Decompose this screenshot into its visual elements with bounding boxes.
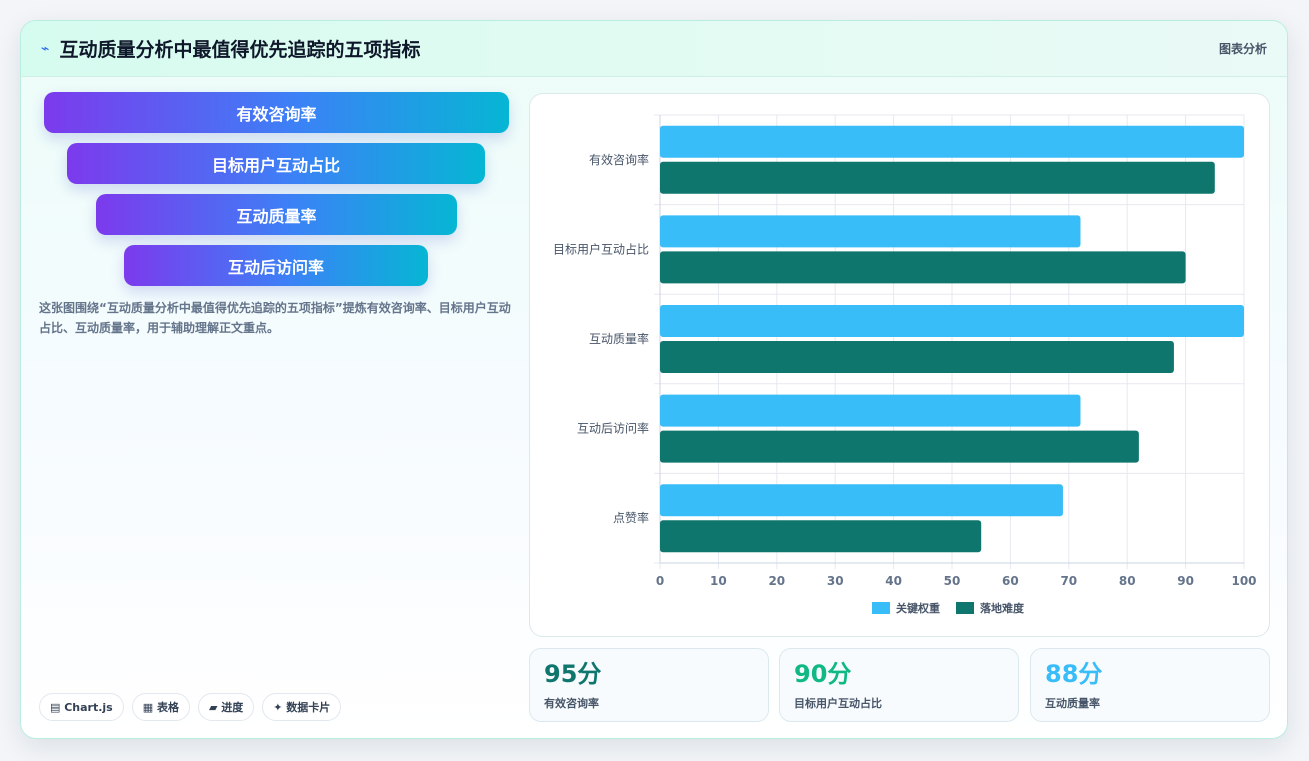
x-tick-label: 80 [1119,574,1136,588]
funnel-item: 互动质量率 [96,194,457,235]
x-tick-label: 0 [656,574,664,588]
y-tick-label: 互动后访问率 [577,421,649,436]
bar-chart: 0 10 20 30 40 50 60 70 80 90 100 有效咨询率目标用户互动占比互动质量率… [553,114,1257,615]
kpi-label: 互动质量率 [1045,697,1100,710]
chip-table[interactable]: ▦ 表格 [131,693,190,721]
kpi-label: 目标用户互动占比 [794,697,882,710]
kpi-value: 90分 [794,660,852,688]
bar [660,394,1081,427]
bar [660,520,982,553]
y-tick-label: 目标用户互动占比 [553,241,649,256]
x-tick-label: 20 [768,574,785,588]
bar [660,215,1081,248]
chip-progress[interactable]: ▰ 进度 [197,693,255,721]
kpi-label: 有效咨询率 [544,697,599,710]
legend-swatch [956,602,974,614]
chart-line-icon: ⌁ [41,40,50,57]
bar [660,125,1244,158]
kpi-value: 88分 [1045,660,1103,688]
y-tick-label: 有效咨询率 [589,152,649,167]
chart-panel: 0 10 20 30 40 50 60 70 80 90 100 有效咨询率目标用户互动占比互动质量率… [529,93,1270,637]
kpi-card: 90分 目标用户互动占比 [779,648,1019,722]
chip-chartjs[interactable]: ▤ Chart.js [39,693,124,721]
funnel-item: 有效咨询率 [44,92,509,133]
x-tick-label: 90 [1177,574,1194,588]
y-tick-label: 互动质量率 [589,331,649,346]
x-tick-label: 10 [710,574,727,588]
bar [660,484,1063,517]
y-tick-label: 点赞率 [613,510,649,525]
page-title: 互动质量分析中最值得优先追踪的五项指标 [59,39,421,61]
legend-label: 关键权重 [896,601,940,615]
chart-description: 这张图围绕“互动质量分析中最值得优先追踪的五项指标”提炼有效咨询率、目标用户互动… [39,301,511,335]
x-tick-label: 100 [1231,574,1256,588]
legend-label: 落地难度 [980,601,1025,615]
legend-swatch [872,602,890,614]
x-tick-label: 40 [885,574,902,588]
kpi-card: 88分 互动质量率 [1030,648,1270,722]
kpi-value: 95分 [544,660,602,688]
x-tick-label: 50 [944,574,961,588]
bar [660,251,1186,284]
bar [660,161,1215,194]
bar [660,305,1244,337]
bar [660,430,1139,463]
x-tick-label: 30 [827,574,844,588]
dashboard-card: ⌁ 互动质量分析中最值得优先追踪的五项指标 图表分析 有效咨询率 目标用户互动占… [20,20,1288,739]
chip-data-card[interactable]: ✦ 数据卡片 [262,693,342,721]
bar [660,341,1174,373]
kpi-card: 95分 有效咨询率 [529,648,769,722]
header: ⌁ 互动质量分析中最值得优先追踪的五项指标 图表分析 [21,21,1287,77]
chip-row: ▤ Chart.js ▦ 表格 ▰ 进度 ✦ 数据卡片 [39,693,342,721]
x-tick-label: 60 [1002,574,1019,588]
chart-analysis-tag: 图表分析 [1218,42,1267,56]
funnel-item: 互动后访问率 [124,245,428,286]
x-tick-label: 70 [1060,574,1077,588]
funnel-item: 目标用户互动占比 [67,143,485,184]
